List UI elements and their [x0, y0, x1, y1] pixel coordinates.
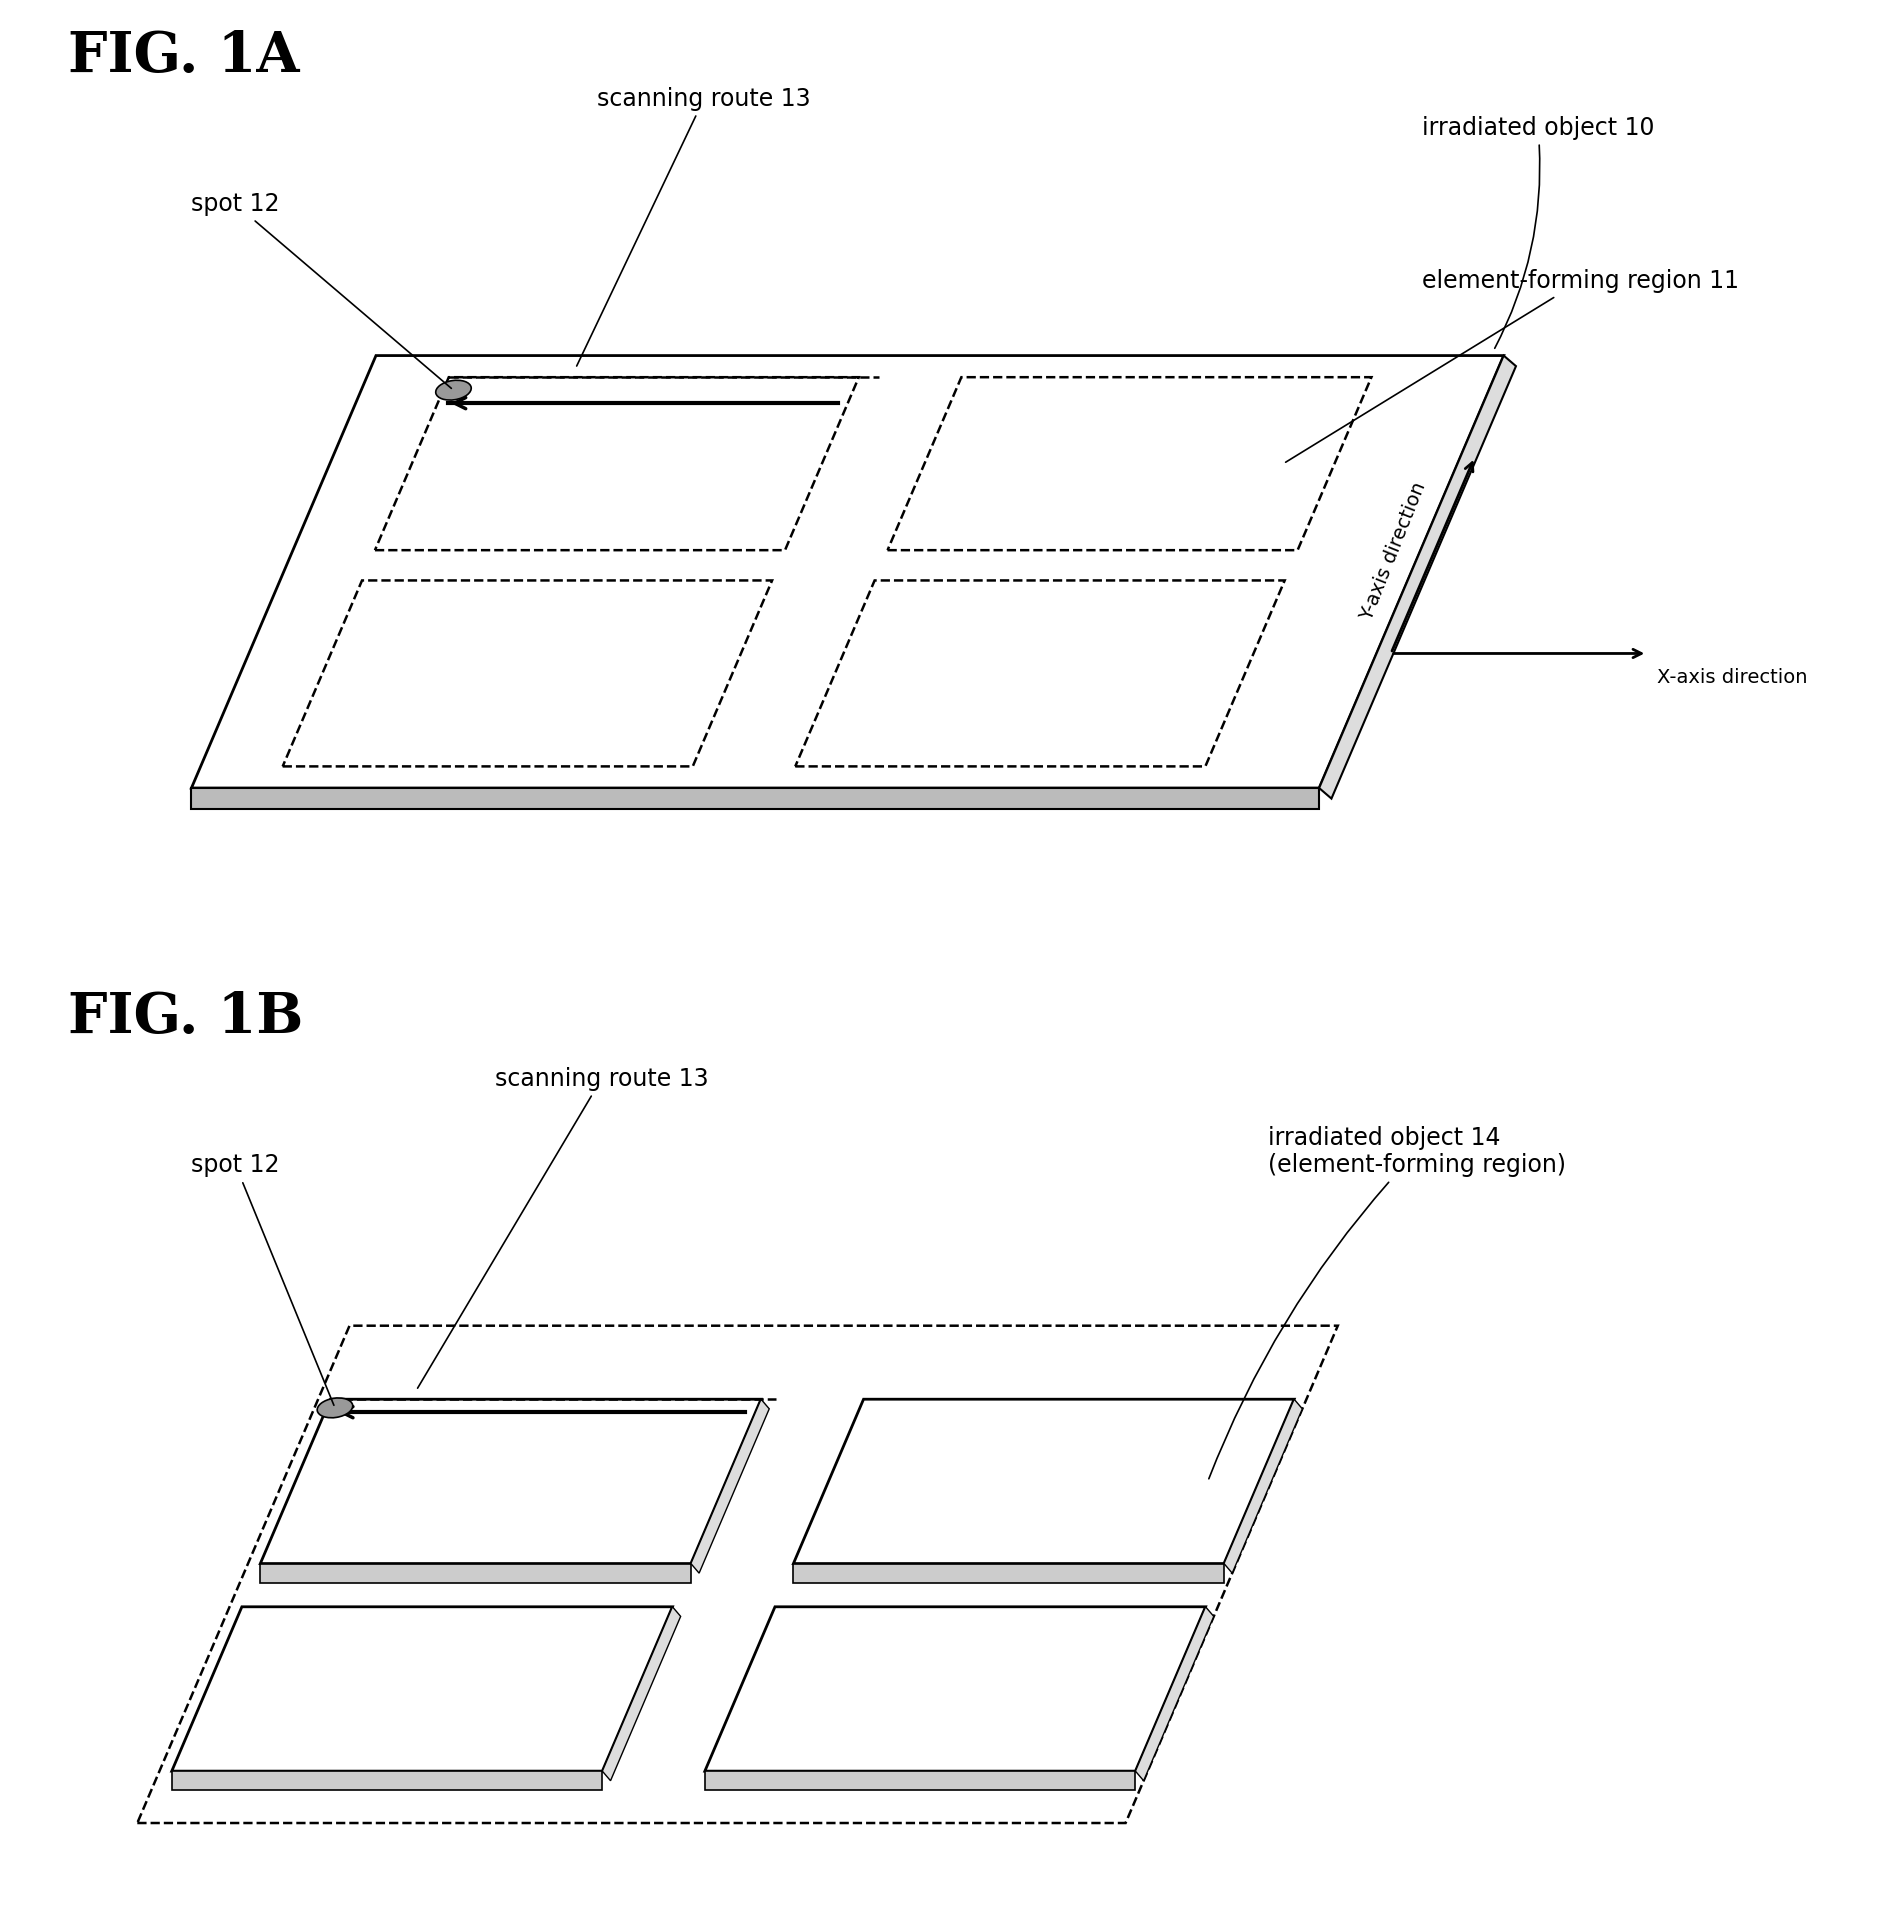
Text: FIG. 1B: FIG. 1B	[68, 990, 303, 1046]
Polygon shape	[602, 1607, 679, 1780]
Text: spot 12: spot 12	[192, 1153, 333, 1405]
Text: scanning route 13: scanning route 13	[418, 1067, 708, 1388]
Polygon shape	[792, 1563, 1223, 1582]
Polygon shape	[792, 1399, 1293, 1563]
Polygon shape	[1319, 356, 1515, 798]
Text: irradiated object 14
(element-forming region): irradiated object 14 (element-forming re…	[1208, 1126, 1566, 1478]
Polygon shape	[691, 1399, 770, 1572]
Polygon shape	[260, 1399, 760, 1563]
Text: irradiated object 10: irradiated object 10	[1421, 115, 1652, 348]
Text: scanning route 13: scanning route 13	[576, 86, 811, 365]
Polygon shape	[171, 1607, 672, 1772]
Polygon shape	[1135, 1607, 1214, 1780]
Ellipse shape	[435, 381, 470, 400]
Polygon shape	[704, 1607, 1204, 1772]
Text: FIG. 1A: FIG. 1A	[68, 29, 299, 85]
Polygon shape	[192, 788, 1319, 809]
Ellipse shape	[316, 1397, 352, 1418]
Text: Y-axis direction: Y-axis direction	[1357, 480, 1428, 625]
Polygon shape	[171, 1772, 602, 1791]
Polygon shape	[192, 356, 1504, 788]
Polygon shape	[260, 1563, 691, 1582]
Polygon shape	[1223, 1399, 1302, 1572]
Text: X-axis direction: X-axis direction	[1656, 667, 1807, 686]
Text: spot 12: spot 12	[192, 192, 452, 388]
Text: element-forming region 11: element-forming region 11	[1285, 269, 1737, 461]
Polygon shape	[704, 1772, 1135, 1791]
